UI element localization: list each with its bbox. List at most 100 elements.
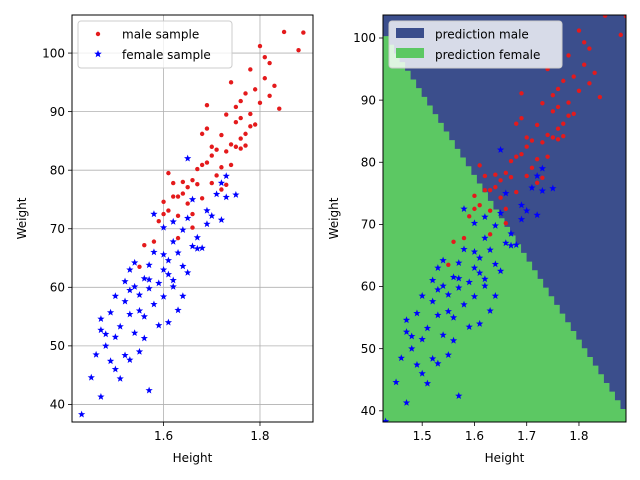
male-sample-point: [277, 106, 282, 111]
left-y-axis-label: Weight: [15, 197, 29, 239]
female-sample-point: [222, 172, 230, 180]
female-sample-point: [481, 234, 489, 242]
male-sample-point: [514, 189, 519, 195]
female-sample-point: [481, 275, 489, 283]
male-sample-point: [555, 104, 561, 110]
right-x-ticks: 1.5 1.6 1.7 1.8: [413, 422, 589, 443]
male-sample-point: [581, 62, 587, 67]
female-sample-point: [121, 297, 129, 305]
female-sample-point: [476, 269, 484, 276]
male-sample-point: [233, 144, 239, 149]
male-sample-point: [166, 170, 171, 176]
right-axes-frame: [382, 14, 627, 423]
male-sample-point: [171, 194, 176, 199]
female-sample-point: [126, 356, 134, 363]
female-sample-point: [418, 369, 426, 377]
female-sample-point: [140, 274, 148, 282]
female-sample-point: [434, 285, 442, 293]
female-sample-point: [169, 282, 177, 290]
male-sample-point: [482, 173, 488, 179]
male-sample-point: [267, 93, 272, 99]
female-sample-point: [455, 259, 463, 266]
female-sample-point: [131, 282, 139, 290]
right-y-ticks: 40 50 60 70 80 90 100: [353, 31, 383, 418]
female-sample-point: [97, 315, 105, 323]
female-sample-point: [78, 410, 86, 418]
male-sample-point: [545, 132, 550, 138]
male-sample-point: [472, 206, 477, 212]
female-sample-point: [126, 265, 134, 273]
male-sample-point: [156, 218, 161, 224]
female-sample-point: [429, 354, 437, 362]
female-sample-point: [222, 193, 230, 201]
female-sample-point: [135, 291, 144, 298]
female-sample-point: [212, 190, 221, 198]
male-sample-point: [524, 135, 529, 140]
left-points: [78, 29, 306, 418]
male-sample-point: [228, 162, 234, 168]
y-tick-label: 50: [50, 339, 65, 353]
male-sample-point: [209, 144, 214, 149]
female-sample-point: [455, 283, 463, 291]
female-sample-point: [470, 247, 479, 255]
y-tick-label: 60: [50, 281, 65, 295]
male-sample-point: [571, 74, 576, 79]
legend-female-label: female sample: [122, 48, 211, 62]
female-sample-point: [169, 276, 177, 284]
female-sample-point: [517, 201, 526, 209]
male-sample-point: [623, 15, 626, 19]
female-sample-point: [470, 264, 479, 271]
male-sample-point: [503, 170, 509, 176]
female-sample-point: [150, 248, 158, 256]
male-sample-point: [296, 47, 301, 53]
female-sample-point: [523, 206, 531, 214]
y-tick-label: 90: [50, 105, 65, 119]
male-sample-point: [238, 98, 243, 104]
x-tick-label: 1.6: [154, 429, 173, 443]
female-sample-point: [145, 284, 153, 292]
male-sample-point: [233, 104, 239, 110]
female-sample-point: [502, 189, 510, 197]
male-sample-point: [446, 262, 451, 267]
female-sample-point: [418, 292, 426, 299]
male-sample-point: [461, 235, 467, 241]
left-axes-frame: [71, 14, 314, 423]
female-sample-point: [392, 378, 400, 386]
female-sample-point: [470, 292, 479, 300]
male-sample-point: [151, 239, 157, 244]
female-sample-point: [203, 206, 211, 214]
female-sample-point: [208, 212, 216, 219]
male-sample-point: [561, 121, 566, 126]
male-sample-point: [566, 100, 571, 105]
male-sample-point: [243, 131, 248, 137]
male-sample-point: [587, 46, 592, 51]
male-sample-point: [493, 184, 498, 190]
left-grid: [72, 15, 313, 422]
female-sample-point: [97, 393, 105, 400]
female-sample-point: [413, 309, 421, 317]
male-sample-point: [550, 109, 556, 114]
female-sample-point: [491, 260, 499, 268]
female-sample-point: [217, 216, 226, 224]
male-sample-point: [482, 188, 488, 193]
female-sample-point: [126, 286, 134, 294]
male-sample-point: [214, 147, 219, 152]
male-sample-point: [301, 30, 306, 35]
legend-prediction-male-label: prediction male: [435, 28, 529, 42]
male-sample-point: [451, 239, 456, 244]
female-sample-point: [397, 354, 405, 362]
legend-male-label: male sample: [122, 28, 199, 42]
female-sample-point: [491, 221, 499, 229]
female-sample-point: [502, 239, 510, 247]
female-sample-point: [476, 254, 484, 262]
male-sample-point: [514, 121, 519, 126]
right-legend-box: [388, 20, 563, 69]
female-sample-point: [423, 379, 432, 387]
legend-male-marker: [95, 31, 101, 37]
male-sample-point: [550, 92, 556, 98]
female-sample-point: [439, 331, 447, 339]
right-legend: prediction male prediction female: [388, 20, 563, 69]
male-sample-point: [224, 149, 229, 154]
male-sample-point: [195, 166, 200, 172]
prediction-female-region: [383, 36, 626, 422]
